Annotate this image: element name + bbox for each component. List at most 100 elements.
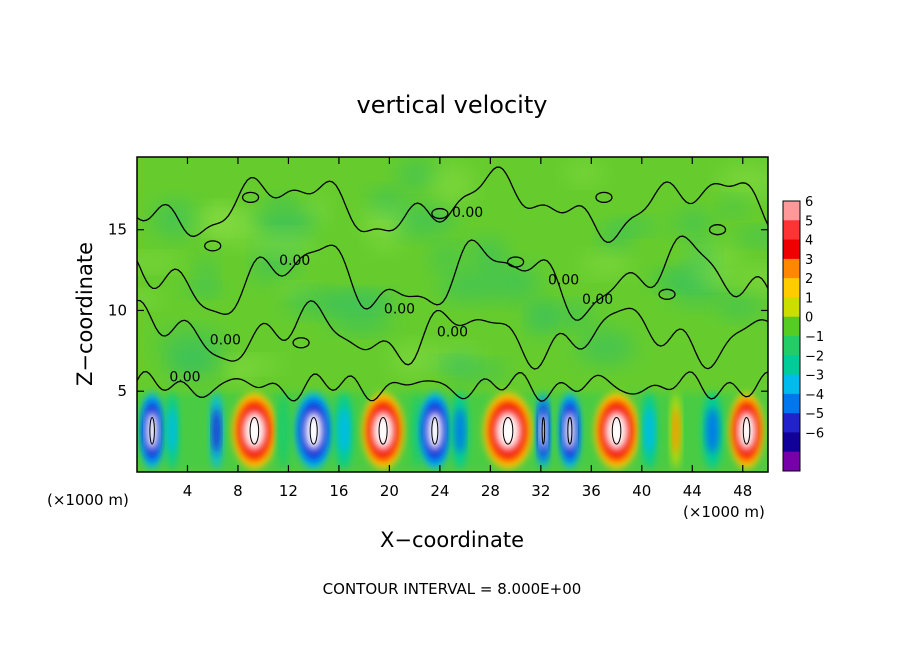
contour-line <box>137 370 768 402</box>
texture-patch <box>447 352 477 383</box>
x-tick-label: 8 <box>233 482 243 500</box>
cell-core-contour <box>611 417 622 445</box>
closed-contour <box>241 191 260 204</box>
colorbar-swatch <box>783 201 800 221</box>
colorbar-label: −3 <box>805 369 824 384</box>
updraft-cell <box>497 414 519 447</box>
y-tick-label: 5 <box>117 382 127 400</box>
contour-label: 0.00 <box>548 273 579 289</box>
texture-patch <box>361 205 407 230</box>
x-tick-label: 4 <box>183 482 193 500</box>
cell-core-contour <box>309 417 318 445</box>
texture-patch <box>430 165 474 205</box>
texture-patch <box>228 363 254 387</box>
downdraft-cell <box>540 411 547 450</box>
texture-patch <box>252 244 274 284</box>
contour-line <box>137 299 768 370</box>
texture-patch <box>396 160 438 189</box>
closed-contour <box>431 207 449 220</box>
colorbar-swatch <box>783 413 800 433</box>
colorbar-label: 3 <box>805 253 813 268</box>
contour-line <box>137 166 768 243</box>
y-axis-title: Z−coordinate <box>73 242 97 386</box>
colorbar-swatch <box>783 316 800 337</box>
texture-patch <box>151 200 200 238</box>
colorbar-label: −1 <box>805 330 824 345</box>
updraft-cell <box>607 414 626 447</box>
texture-patch <box>430 245 463 270</box>
colorbar: 6 5 4 3 2 1 0 −1 −2 −3 −4 −5 −6 <box>782 195 824 472</box>
y-axis-ticks: 5 10 15 <box>108 221 768 400</box>
texture-patch <box>719 165 768 196</box>
contour-label: 0.00 <box>384 302 415 318</box>
downdraft-cell <box>146 411 158 450</box>
cell-core-contour <box>742 417 751 445</box>
updraft-cell <box>374 414 392 447</box>
colorbar-label: 1 <box>805 291 813 306</box>
x-tick-label: 28 <box>481 482 500 500</box>
downdraft-cell <box>279 408 288 454</box>
texture-patch <box>158 328 226 362</box>
texture-patch <box>565 162 603 184</box>
closed-contour <box>595 191 613 204</box>
x-tick-label: 44 <box>683 482 702 500</box>
colorbar-label: −2 <box>805 349 824 364</box>
x-axis-unit-left: (×1000 m) <box>47 491 129 509</box>
x-axis-unit-right: (×1000 m) <box>683 503 765 521</box>
contour-label: 0.00 <box>210 332 241 348</box>
downdraft-cell <box>304 411 323 450</box>
texture-patch <box>137 254 182 271</box>
texture-patch <box>492 264 540 302</box>
colorbar-swatch <box>783 278 800 298</box>
downdraft-cell <box>706 408 719 454</box>
x-tick-label: 32 <box>531 482 550 500</box>
texture-patch <box>248 231 316 255</box>
contour-label: 0.00 <box>279 253 310 269</box>
closed-contour <box>506 256 525 268</box>
colorbar-swatch <box>783 432 800 453</box>
colorbar-swatch <box>783 374 800 395</box>
zero-contours: 0.000.000.000.000.000.000.000.00 <box>137 166 768 402</box>
downdraft-cell <box>168 408 177 454</box>
x-tick-label: 40 <box>632 482 651 500</box>
chart-title: vertical velocity <box>357 91 548 119</box>
texture-patch <box>717 294 763 319</box>
colorbar-label: −4 <box>805 388 824 403</box>
colorbar-frame <box>782 200 801 472</box>
x-axis-ticks: 4 8 12 16 20 24 28 32 36 40 44 48 <box>183 157 752 500</box>
cell-core-contour <box>431 417 439 445</box>
texture-patch <box>187 213 256 233</box>
field-texture <box>137 160 768 387</box>
colorbar-label: 0 <box>805 311 813 326</box>
colorbar-label: 6 <box>805 195 813 210</box>
x-tick-label: 20 <box>380 482 399 500</box>
texture-patch <box>528 300 553 338</box>
cell-core-contour <box>378 417 388 445</box>
x-tick-label: 24 <box>430 482 449 500</box>
texture-patch <box>580 252 632 276</box>
contour-label: 0.00 <box>452 205 483 221</box>
updraft-cell <box>245 414 264 447</box>
colorbar-swatch <box>783 393 800 414</box>
cell-core-contour <box>541 417 546 445</box>
texture-patch <box>331 318 392 335</box>
texture-patch <box>467 361 506 380</box>
closed-contour <box>292 337 310 349</box>
downdraft-cell <box>413 408 421 454</box>
texture-patch <box>687 242 716 269</box>
cell-core-contour <box>249 417 260 445</box>
closed-contour <box>708 224 727 236</box>
plot-frame <box>136 156 769 473</box>
updraft-cell <box>672 408 679 454</box>
colorbar-swatch <box>783 355 800 376</box>
y-tick-label: 15 <box>108 221 127 239</box>
texture-patch <box>195 258 217 292</box>
contour-line <box>137 235 768 321</box>
texture-patch <box>251 205 317 235</box>
contour-label: 0.00 <box>169 370 200 386</box>
x-tick-label: 12 <box>279 482 298 500</box>
colorbar-swatch <box>783 258 800 279</box>
contour-interval-note: CONTOUR INTERVAL = 8.000E+00 <box>323 580 582 598</box>
colorbar-label: 4 <box>805 234 813 249</box>
downdraft-cell <box>212 408 221 454</box>
